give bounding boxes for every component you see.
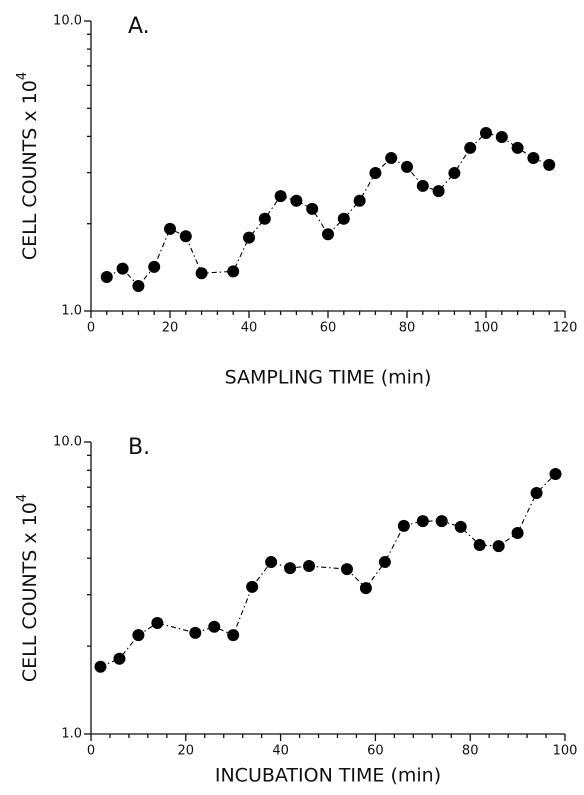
x-tick-label: 60 [320, 321, 337, 336]
y-tick-label: 10.0 [53, 435, 82, 450]
y-axis-label-main: CELL COUNTS x 10 [19, 80, 41, 260]
data-point [464, 141, 477, 154]
x-tick-label: 120 [553, 321, 578, 336]
y-axis-label-sup: 4 [15, 494, 30, 502]
data-point [290, 194, 303, 207]
panel-label: A. [128, 14, 150, 39]
data-point [511, 141, 524, 154]
data-line [100, 473, 556, 668]
x-tick-label: 100 [553, 744, 578, 759]
x-tick-label: 0 [87, 321, 95, 336]
data-point [179, 230, 192, 243]
data-point [511, 526, 524, 539]
data-point [495, 131, 508, 144]
x-axis-label: INCUBATION TIME (min) [215, 765, 441, 787]
x-axis-label: SAMPLING TIME (min) [225, 367, 432, 389]
data-point [258, 212, 271, 225]
data-point [164, 222, 176, 235]
y-axis-label-main: CELL COUNTS x 10 [19, 502, 41, 682]
panel-label: B. [128, 435, 150, 460]
data-point [132, 279, 145, 292]
data-point [265, 556, 278, 569]
y-axis-label: CELL COUNTS x 104 [15, 494, 41, 682]
data-point [353, 194, 366, 207]
data-point [306, 202, 319, 215]
data-point [448, 167, 461, 180]
y-tick-label: 1.0 [61, 727, 82, 742]
data-point [378, 556, 391, 569]
data-point [274, 190, 287, 203]
data-point [473, 538, 486, 551]
data-point [100, 270, 113, 283]
data-point [549, 467, 562, 480]
data-point [385, 151, 398, 164]
data-point [243, 231, 255, 244]
y-tick-label: 10.0 [53, 14, 82, 29]
data-point [401, 160, 413, 173]
x-tick-label: 80 [399, 321, 416, 336]
data-point [116, 262, 129, 275]
data-point [397, 519, 410, 532]
data-point [340, 563, 353, 576]
data-point [369, 167, 382, 180]
data-point [148, 260, 161, 273]
data-point [416, 179, 429, 192]
data-point [543, 158, 556, 171]
data-point [492, 540, 505, 553]
y-axis-label-sup: 4 [15, 72, 30, 80]
data-point [527, 151, 540, 164]
y-tick-label: 1.0 [61, 304, 82, 319]
data-point [195, 267, 208, 280]
x-tick-label: 60 [367, 744, 384, 759]
data-point [227, 629, 240, 642]
x-tick-label: 0 [87, 744, 95, 759]
data-point [303, 560, 316, 573]
y-axis-label: CELL COUNTS x 104 [15, 72, 41, 260]
data-point [322, 228, 334, 241]
data-point [284, 562, 297, 575]
x-tick-label: 40 [241, 321, 258, 336]
x-tick-label: 80 [462, 744, 479, 759]
data-point [246, 580, 259, 593]
data-point [113, 652, 126, 665]
data-point [337, 212, 350, 225]
data-point [359, 582, 372, 595]
data-point [208, 620, 221, 633]
data-point [189, 626, 202, 639]
data-point [435, 515, 448, 528]
data-point [227, 265, 240, 278]
data-point [94, 660, 107, 673]
data-point [454, 520, 467, 533]
data-point [132, 629, 145, 642]
data-line [106, 132, 550, 287]
data-point [432, 185, 445, 198]
x-tick-label: 100 [474, 321, 499, 336]
data-point [151, 616, 164, 629]
x-tick-label: 20 [162, 321, 179, 336]
data-point [416, 515, 429, 528]
data-point [480, 126, 492, 139]
data-point [530, 486, 543, 499]
x-tick-label: 20 [178, 744, 195, 759]
x-tick-label: 40 [272, 744, 289, 759]
